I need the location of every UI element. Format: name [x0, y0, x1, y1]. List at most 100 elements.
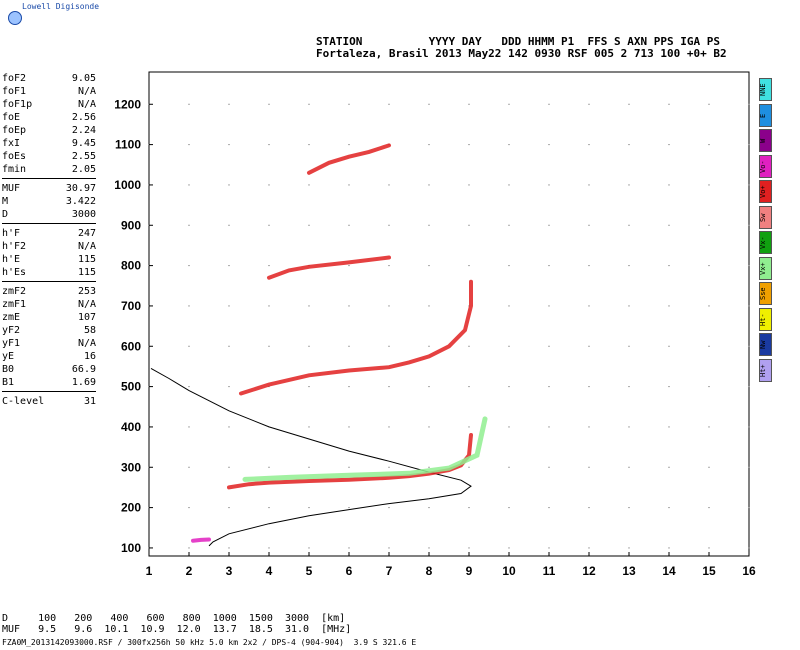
- grid-dot: [268, 144, 270, 146]
- grid-dot: [508, 265, 510, 267]
- ionogram-trace: [307, 143, 391, 175]
- grid-dot: [188, 265, 190, 267]
- grid-dot: [508, 426, 510, 428]
- param-value: 30.97: [65, 183, 96, 194]
- grid-dot: [308, 345, 310, 347]
- grid-dot: [268, 305, 270, 307]
- grid-dot: [668, 103, 670, 105]
- grid-dot: [668, 547, 670, 549]
- grid-dot: [308, 103, 310, 105]
- grid-dot: [628, 103, 630, 105]
- grid-dot: [228, 265, 230, 267]
- grid-dot: [188, 144, 190, 146]
- grid-dot: [668, 426, 670, 428]
- y-tick-label: 900: [121, 218, 141, 232]
- param-label: h'E: [2, 254, 21, 265]
- grid-dot: [348, 345, 350, 347]
- grid-dot: [668, 386, 670, 388]
- grid-dot: [628, 305, 630, 307]
- grid-dot: [708, 547, 710, 549]
- grid-dot: [388, 265, 390, 267]
- grid-dot: [348, 144, 350, 146]
- grid-dot: [308, 184, 310, 186]
- param-row: M 3.422: [2, 195, 96, 208]
- x-tick-label: 6: [346, 564, 353, 578]
- grid-dot: [228, 144, 230, 146]
- grid-dot: [348, 547, 350, 549]
- grid-dot: [188, 426, 190, 428]
- param-label: foEs: [2, 151, 27, 162]
- x-tick-label: 9: [466, 564, 473, 578]
- grid-dot: [628, 345, 630, 347]
- grid-dot: [468, 184, 470, 186]
- param-value: 31: [83, 396, 96, 407]
- grid-dot: [388, 224, 390, 226]
- grid-dot: [428, 507, 430, 509]
- ionogram-trace: [242, 416, 488, 482]
- x-tick-label: 5: [306, 564, 313, 578]
- grid-dot: [708, 144, 710, 146]
- grid-dot: [348, 265, 350, 267]
- y-tick-label: 1200: [114, 97, 141, 111]
- param-row: zmE 107: [2, 311, 96, 324]
- y-tick-label: 100: [121, 541, 141, 555]
- grid-dot: [708, 184, 710, 186]
- grid-dot: [388, 386, 390, 388]
- grid-dot: [428, 103, 430, 105]
- grid-dot: [548, 547, 550, 549]
- grid-dot: [388, 426, 390, 428]
- grid-dot: [428, 466, 430, 468]
- param-value: 1.69: [71, 377, 96, 388]
- grid-dot: [228, 426, 230, 428]
- station-line-2: Fortaleza, Brasil 2013 May22 142 0930 RS…: [316, 47, 727, 60]
- grid-dot: [668, 144, 670, 146]
- grid-dot: [228, 224, 230, 226]
- y-tick-label: 700: [121, 299, 141, 313]
- grid-dot: [548, 184, 550, 186]
- grid-dot: [708, 426, 710, 428]
- x-tick-label: 11: [543, 564, 556, 578]
- grid-dot: [428, 224, 430, 226]
- grid-dot: [188, 184, 190, 186]
- param-value: 3.422: [65, 196, 96, 207]
- param-row: C-level 31: [2, 395, 96, 408]
- grid-dot: [668, 345, 670, 347]
- param-row: foF1p N/A: [2, 98, 96, 111]
- x-tick-label: 4: [266, 564, 273, 578]
- param-label: B1: [2, 377, 15, 388]
- grid-dot: [348, 103, 350, 105]
- y-tick-label: 600: [121, 339, 141, 353]
- grid-dot: [308, 144, 310, 146]
- param-row: foF2 9.05: [2, 72, 96, 85]
- grid-dot: [628, 144, 630, 146]
- grid-dot: [228, 345, 230, 347]
- grid-dot: [708, 345, 710, 347]
- grid-dot: [548, 507, 550, 509]
- grid-dot: [548, 426, 550, 428]
- grid-dot: [268, 345, 270, 347]
- grid-dot: [428, 345, 430, 347]
- param-row: foEp 2.24: [2, 124, 96, 137]
- grid-dot: [548, 144, 550, 146]
- grid-dot: [708, 507, 710, 509]
- grid-dot: [228, 547, 230, 549]
- param-value: 16: [83, 351, 96, 362]
- param-label: B0: [2, 364, 15, 375]
- grid-dot: [268, 103, 270, 105]
- grid-dot: [468, 507, 470, 509]
- param-row: fmin 2.05: [2, 163, 96, 176]
- param-separator: [2, 281, 96, 282]
- muf-table: D 100 200 400 600 800 1000 1500 3000 [km…: [2, 613, 351, 635]
- grid-dot: [588, 144, 590, 146]
- grid-dot: [508, 386, 510, 388]
- grid-dot: [628, 507, 630, 509]
- grid-dot: [548, 305, 550, 307]
- param-row: yF1 N/A: [2, 337, 96, 350]
- param-value: 2.55: [71, 151, 96, 162]
- grid-dot: [548, 224, 550, 226]
- param-label: M: [2, 196, 9, 207]
- param-label: foF1: [2, 86, 27, 97]
- grid-dot: [668, 184, 670, 186]
- grid-dot: [708, 305, 710, 307]
- grid-dot: [388, 547, 390, 549]
